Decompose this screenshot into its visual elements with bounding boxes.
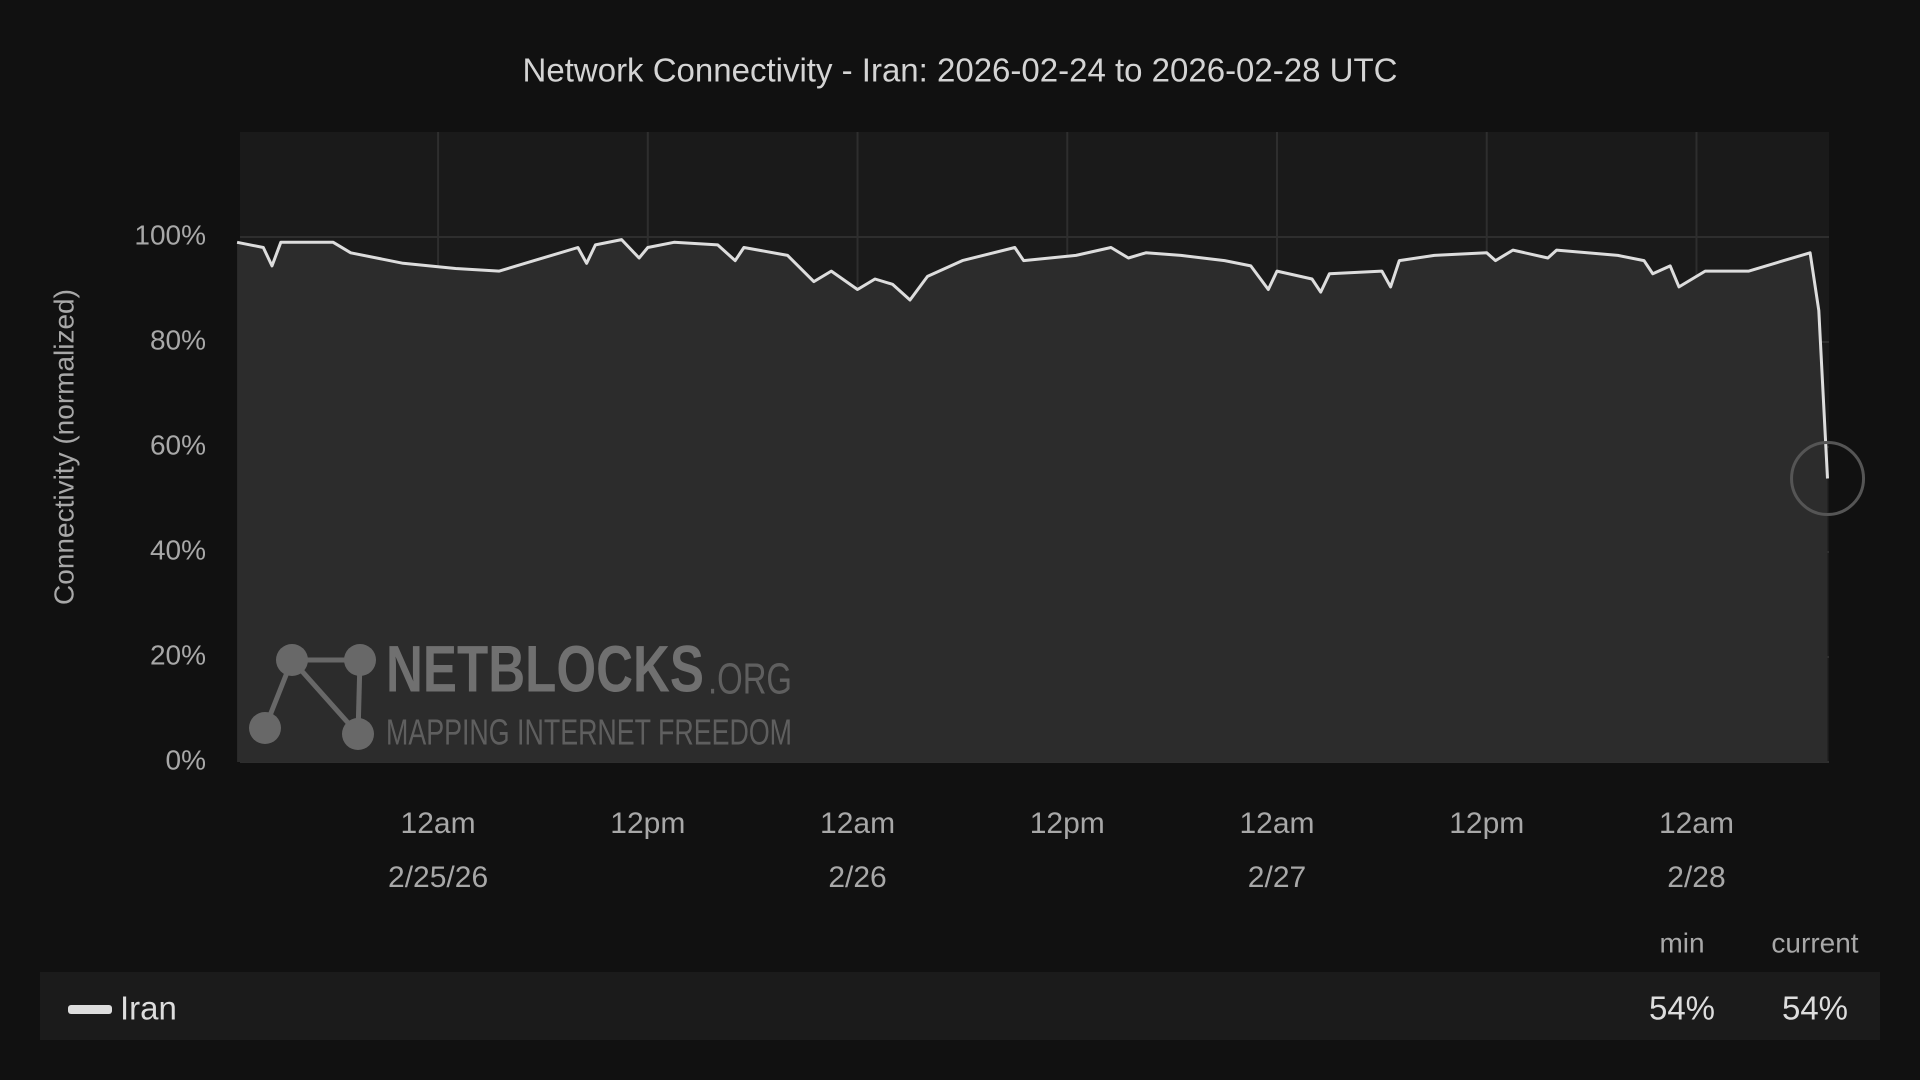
y-axis-label: Connectivity (normalized) <box>48 289 79 605</box>
x-tick-label: 12pm <box>1449 807 1524 840</box>
x-tick-label: 12am 2/28 <box>1659 807 1734 894</box>
watermark: NETBLOCKS .ORG MAPPING INTERNET FREEDOM <box>249 631 792 753</box>
y-tick-label: 100% <box>134 219 206 250</box>
watermark-node <box>342 718 374 750</box>
x-tick-label: 12am 2/26 <box>820 807 895 894</box>
legend-column-header: current <box>1771 927 1858 958</box>
legend-column-header: min <box>1659 927 1704 958</box>
legend-stat: 54% <box>1649 990 1715 1027</box>
x-tick-label: 12pm <box>1030 807 1105 840</box>
y-tick-label: 0% <box>166 744 206 775</box>
y-tick-label: 40% <box>150 534 206 565</box>
watermark-tagline: MAPPING INTERNET FREEDOM <box>386 712 792 753</box>
area-layer <box>237 239 1828 763</box>
watermark-node <box>249 712 281 744</box>
legend-swatch <box>68 1005 112 1014</box>
watermark-suffix: .ORG <box>708 655 792 704</box>
watermark-link <box>290 658 360 736</box>
x-tick-label: 12am 2/27 <box>1239 807 1314 894</box>
legend-label[interactable]: Iran <box>120 990 177 1027</box>
watermark-node <box>344 644 376 676</box>
legend-row <box>40 972 1880 1040</box>
series-layer <box>236 238 1866 516</box>
series-line <box>236 238 1829 479</box>
series-area <box>237 239 1828 763</box>
watermark-node <box>276 644 308 676</box>
y-tick-label: 20% <box>150 639 206 670</box>
y-tick-label: 60% <box>150 429 206 460</box>
legend-stat: 54% <box>1782 990 1848 1027</box>
watermark-name: NETBLOCKS <box>386 631 704 705</box>
chart-title: Network Connectivity - Iran: 2026-02-24 … <box>523 52 1398 89</box>
current-marker <box>1790 441 1866 516</box>
y-tick-label: 80% <box>150 324 206 355</box>
x-tick-label: 12am 2/25/26 <box>388 807 488 894</box>
x-tick-label: 12pm <box>610 807 685 840</box>
